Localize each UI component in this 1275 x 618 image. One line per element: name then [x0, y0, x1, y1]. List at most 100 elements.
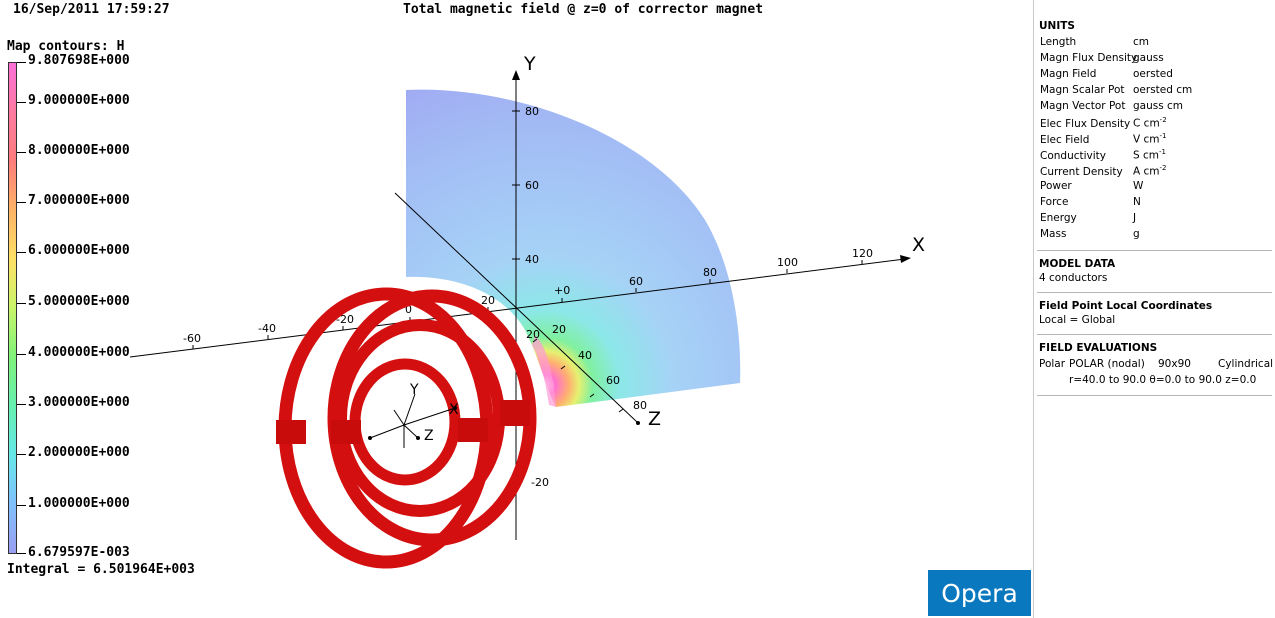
- x-tick-label: 80: [703, 266, 717, 279]
- x-tick-label: +0: [554, 284, 570, 297]
- z-axis: [394, 192, 639, 424]
- unit-row: Current Density A cm-2: [1040, 164, 1167, 178]
- x-axis-ticks: [192, 260, 863, 349]
- legend-tick: [17, 553, 26, 554]
- fe-type: Polar: [1039, 358, 1066, 370]
- field-point-line: Local = Global: [1039, 314, 1116, 326]
- triad-point: [368, 436, 372, 440]
- legend-label: 5.000000E+000: [28, 294, 130, 309]
- x-tick-label: -40: [258, 322, 276, 335]
- unit-row: Magn Vector Pot gauss cm: [1040, 100, 1184, 112]
- legend-label: 9.000000E+000: [28, 93, 130, 108]
- unit-row: Force N: [1040, 196, 1141, 208]
- legend-tick: [17, 505, 26, 506]
- triad-y-label: Y: [409, 382, 419, 398]
- fe-grid: 90x90: [1158, 358, 1191, 370]
- color-scale-bar: [8, 62, 17, 554]
- z-tick-label: 40: [578, 349, 592, 362]
- x-tick-label: 120: [852, 247, 873, 260]
- field-peak-region: [532, 335, 556, 407]
- z-tick-label: 60: [606, 374, 620, 387]
- coil-middle[interactable]: [335, 319, 505, 517]
- field-evaluations-heading: FIELD EVALUATIONS: [1039, 342, 1158, 354]
- timestamp: 16/Sep/2011 17:59:27: [13, 2, 170, 17]
- legend-tick: [17, 252, 26, 253]
- x-tick-label: 60: [629, 275, 643, 288]
- y-axis-name: Y: [523, 53, 536, 75]
- legend-title: Map contours: H: [7, 39, 125, 54]
- triad-point: [416, 436, 420, 440]
- section-divider: [1037, 250, 1272, 251]
- coil-joint: [276, 420, 306, 444]
- integral-value: Integral = 6.501964E+003: [7, 562, 195, 577]
- model-data-heading: MODEL DATA: [1039, 258, 1116, 270]
- legend-tick: [17, 152, 26, 153]
- coil-joint: [500, 400, 530, 426]
- y-tick-label: 60: [525, 179, 539, 192]
- z-axis-end: [636, 421, 640, 425]
- x-tick-label: 0: [405, 303, 412, 316]
- coil-joint: [458, 418, 488, 442]
- triad-point: [453, 406, 457, 410]
- legend-tick: [17, 303, 26, 304]
- x-tick-label: -60: [183, 332, 201, 345]
- legend-tick: [17, 454, 26, 455]
- x-axis: [129, 258, 906, 358]
- triad-x-label: X: [449, 402, 459, 418]
- info-panel: UNITS Length cm Magn Flux Densitygauss Ma…: [1033, 0, 1275, 618]
- field-point-heading: Field Point Local Coordinates: [1039, 300, 1213, 312]
- z-tick-label: 20: [526, 328, 540, 341]
- unit-row: Magn Flux Densitygauss: [1040, 52, 1164, 64]
- legend-tick: [17, 62, 26, 63]
- unit-row: Mass g: [1040, 228, 1140, 240]
- legend-label: 6.000000E+000: [28, 243, 130, 258]
- z-axis-ticks: [532, 338, 624, 413]
- unit-row: Conductivity S cm-1: [1040, 148, 1166, 162]
- z-axis-name: Z: [648, 408, 661, 430]
- x-tick-label: 100: [777, 256, 798, 269]
- fe-mode: POLAR (nodal): [1069, 358, 1145, 370]
- unit-row: Magn Scalar Pot oersted cm: [1040, 84, 1193, 96]
- triad-z-label: Z: [424, 428, 434, 444]
- coil-conductors[interactable]: [276, 287, 537, 569]
- coil-joint: [331, 420, 361, 444]
- section-divider: [1037, 395, 1272, 396]
- fe-coord: Cylindrical: [1218, 358, 1274, 370]
- unit-row: Elec Field V cm-1: [1040, 132, 1167, 146]
- plot-title: Total magnetic field @ z=0 of corrector …: [403, 2, 764, 17]
- y-tick-label: 80: [525, 105, 539, 118]
- section-divider: [1037, 334, 1272, 335]
- unit-row: Magn Field oersted: [1040, 68, 1173, 80]
- legend-tick: [17, 202, 26, 203]
- legend-label: 8.000000E+000: [28, 143, 130, 158]
- opera-logo: Opera: [928, 570, 1031, 616]
- x-tick-label: 20: [481, 294, 495, 307]
- units-heading: UNITS: [1039, 20, 1075, 32]
- unit-row: Energy J: [1040, 212, 1137, 224]
- field-contour-map: [406, 89, 741, 407]
- model-data-line: 4 conductors: [1039, 272, 1108, 284]
- legend-label: 4.000000E+000: [28, 345, 130, 360]
- z-tick-label: 80: [633, 399, 647, 412]
- model-viewport[interactable]: X Y Z -60 -40 -20 0 20 +0 60 80 100 120 …: [0, 0, 1033, 618]
- unit-row: Length cm: [1040, 36, 1150, 48]
- legend-label: 1.000000E+000: [28, 496, 130, 511]
- legend-label-min: 6.679597E-003: [28, 545, 130, 560]
- legend-label: 7.000000E+000: [28, 193, 130, 208]
- legend-label: 3.000000E+000: [28, 395, 130, 410]
- fe-range: r=40.0 to 90.0 θ=0.0 to 90.0 z=0.0: [1069, 374, 1257, 386]
- unit-row: Elec Flux Density C cm-2: [1040, 116, 1167, 130]
- local-axes-triad: [369, 393, 456, 448]
- y-tick-label: -20: [531, 476, 549, 489]
- legend-label: 2.000000E+000: [28, 445, 130, 460]
- legend-tick: [17, 102, 26, 103]
- x-axis-name: X: [912, 234, 925, 256]
- z-tick-label: 20: [552, 323, 566, 336]
- legend-label-max: 9.807698E+000: [28, 53, 130, 68]
- x-axis-arrow: [900, 255, 911, 263]
- section-divider: [1037, 292, 1272, 293]
- y-tick-label: 40: [525, 253, 539, 266]
- unit-row: Power W: [1040, 180, 1144, 192]
- y-axis-arrow: [512, 70, 520, 80]
- legend-tick: [17, 404, 26, 405]
